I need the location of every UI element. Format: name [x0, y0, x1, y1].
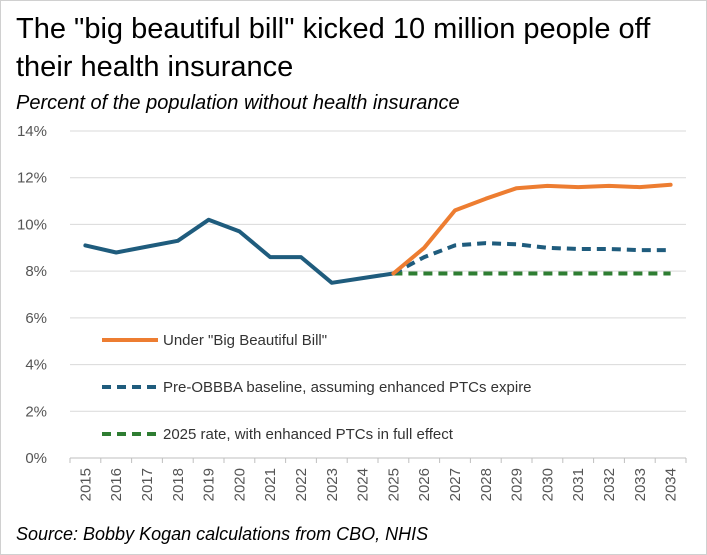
- x-tick-label: 2024: [355, 468, 372, 501]
- y-tick-label: 6%: [25, 310, 47, 327]
- y-tick-label: 8%: [25, 263, 47, 280]
- y-tick-label: 14%: [17, 123, 47, 140]
- legend-label-2: Pre-OBBBA baseline, assuming enhanced PT…: [163, 379, 532, 396]
- chart-subtitle: Percent of the population without health…: [16, 92, 460, 114]
- x-tick-label: 2016: [108, 468, 125, 501]
- x-tick-label: 2017: [139, 468, 156, 501]
- y-tick-label: 2%: [25, 403, 47, 420]
- legend-label-1: Under "Big Beautiful Bill": [163, 332, 327, 349]
- x-tick-label: 2033: [632, 468, 649, 501]
- y-tick-label: 10%: [17, 216, 47, 233]
- x-tick-label: 2019: [201, 468, 218, 501]
- x-tick-label: 2031: [570, 468, 587, 501]
- x-tick-label: 2015: [77, 468, 94, 501]
- x-tick-label: 2032: [601, 468, 618, 501]
- series-line-0: [83, 217, 396, 285]
- x-tick-label: 2030: [539, 468, 556, 501]
- x-tick-label: 2022: [293, 468, 310, 501]
- y-tick-label: 4%: [25, 357, 47, 374]
- x-tick-label: 2021: [262, 468, 279, 501]
- x-tick-label: 2034: [663, 468, 680, 501]
- x-tick-label: 2029: [509, 468, 526, 501]
- chart-title: The "big beautiful bill" kicked 10 milli…: [16, 13, 651, 83]
- y-tick-label: 12%: [17, 170, 47, 187]
- series-line-1: [391, 182, 673, 276]
- x-tick-label: 2028: [478, 468, 495, 501]
- x-tick-label: 2027: [447, 468, 464, 501]
- x-tick-label: 2018: [170, 468, 187, 501]
- x-tick-label: 2025: [385, 468, 402, 501]
- y-tick-label: 0%: [25, 450, 47, 467]
- x-tick-label: 2023: [324, 468, 341, 501]
- x-tick-label: 2026: [416, 468, 433, 501]
- x-tick-label: 2020: [231, 468, 248, 501]
- legend-label-3: 2025 rate, with enhanced PTCs in full ef…: [163, 426, 454, 443]
- chart-source: Source: Bobby Kogan calculations from CB…: [16, 524, 429, 544]
- series-line-2: [392, 241, 671, 276]
